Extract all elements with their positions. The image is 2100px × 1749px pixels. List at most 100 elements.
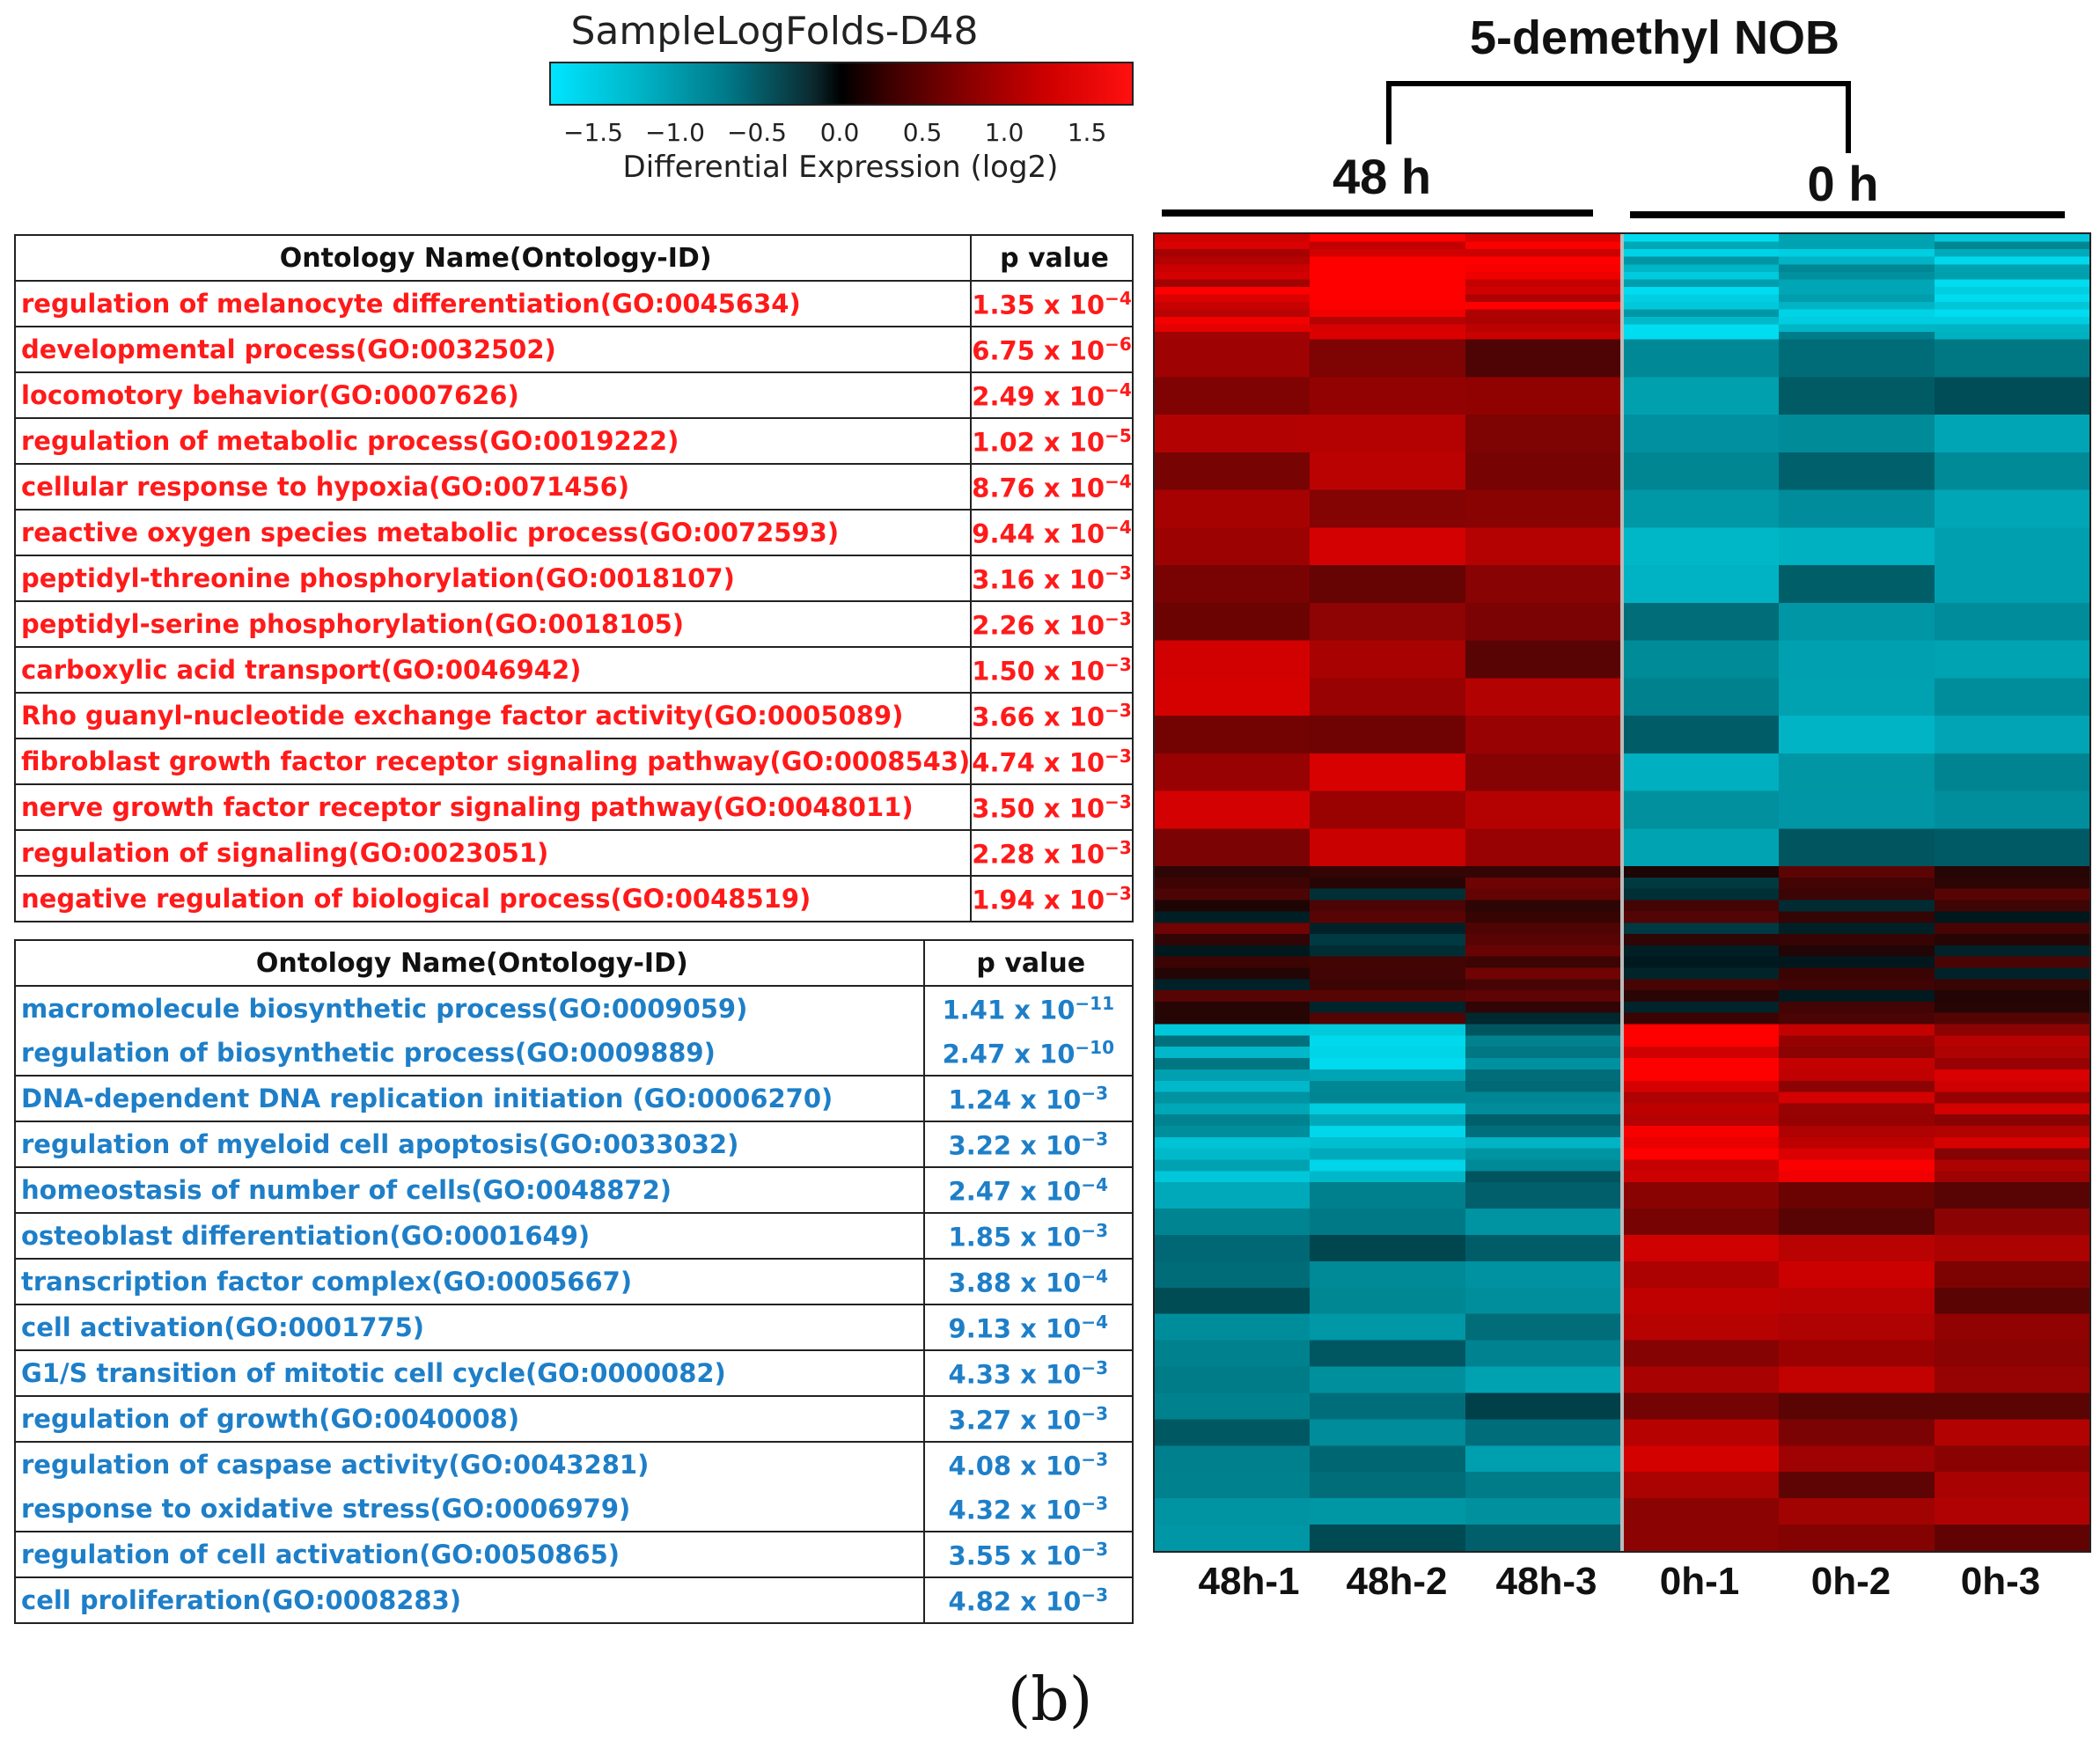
ontology-name: cell activation(GO:0001775) [14,1304,925,1351]
table-row: regulation of biosynthetic process(GO:00… [14,1031,1134,1077]
go-table-downregulated: Ontology Name(Ontology-ID) p value macro… [14,939,1134,1624]
ontology-name: regulation of metabolic process(GO:00192… [13,417,973,465]
heatmap [1153,232,2091,1553]
table-row: homeostasis of number of cells(GO:004887… [14,1166,1134,1214]
ontology-name: peptidyl-threonine phosphorylation(GO:00… [13,555,973,602]
colorbar-tick: 1.0 [984,118,1024,147]
table-row: response to oxidative stress(GO:0006979)… [14,1487,1134,1532]
sample-label: 48h-3 [1495,1560,1597,1603]
table-row: DNA-dependent DNA replication initiation… [14,1075,1134,1122]
p-value: 6.75 x 10−6 [970,326,1134,373]
ontology-name: regulation of biosynthetic process(GO:00… [14,1031,925,1077]
header-p-value: p value [922,939,1134,987]
colorbar-tick: −1.5 [563,118,623,147]
group-bar-48h [1162,209,1593,217]
p-value: 2.26 x 10−3 [970,600,1134,648]
ontology-name: Rho guanyl-nucleotide exchange factor ac… [13,692,973,739]
table-row: regulation of metabolic process(GO:00192… [13,417,1134,465]
p-value: 4.74 x 10−3 [970,738,1134,785]
table-row: regulation of melanocyte differentiation… [13,280,1134,327]
table-row: nerve growth factor receptor signaling p… [13,783,1134,831]
ontology-name: regulation of caspase activity(GO:004328… [14,1441,925,1487]
table-header: Ontology Name(Ontology-ID) p value [14,939,1134,987]
table-row: cellular response to hypoxia(GO:0071456)… [13,463,1134,511]
group-bar-0h [1630,211,2065,218]
heatmap-column [1779,234,1935,1551]
p-value: 3.22 x 10−3 [922,1121,1134,1168]
colorbar [549,62,1134,106]
header-ontology-name: Ontology Name(Ontology-ID) [13,234,973,282]
ontology-name: G1/S transition of mitotic cell cycle(GO… [14,1349,925,1397]
p-value: 4.33 x 10−3 [922,1349,1134,1397]
p-value: 1.02 x 10−5 [970,417,1134,465]
ontology-name: nerve growth factor receptor signaling p… [13,783,973,831]
group-label-48h: 48 h [1332,149,1432,204]
table-row: cell proliferation(GO:0008283) 4.82 x 10−… [14,1576,1134,1624]
table-row: G1/S transition of mitotic cell cycle(GO… [14,1349,1134,1397]
table-row: peptidyl-serine phosphorylation(GO:00181… [13,600,1134,648]
p-value: 4.08 x 10−3 [922,1441,1134,1487]
ontology-name: carboxylic acid transport(GO:0046942) [13,646,973,694]
sample-label: 0h-2 [1810,1560,1891,1603]
ontology-name: regulation of growth(GO:0040008) [14,1395,925,1443]
p-value: 8.76 x 10−4 [970,463,1134,511]
p-value: 3.55 x 10−3 [922,1531,1134,1578]
heatmap-column [1619,234,1780,1551]
ontology-name: DNA-dependent DNA replication initiation… [14,1075,925,1122]
ontology-name: homeostasis of number of cells(GO:004887… [14,1166,925,1214]
table-row: regulation of cell activation(GO:0050865… [14,1531,1134,1578]
table-row: macromolecule biosynthetic process(GO:00… [14,985,1134,1031]
p-value: 1.35 x 10−4 [970,280,1134,327]
go-table-upregulated: Ontology Name(Ontology-ID) p value regul… [13,234,1134,922]
p-value: 4.82 x 10−3 [922,1576,1134,1624]
chart-title: 5-demethyl NOB [1469,11,1840,64]
table-header: Ontology Name(Ontology-ID) p value [13,234,1134,282]
sample-label: 0h-3 [1960,1560,2041,1603]
table-row: Rho guanyl-nucleotide exchange factor ac… [13,692,1134,739]
colorbar-tick: 0.0 [819,118,860,147]
table-row: regulation of signaling(GO:0023051) 2.28 … [13,829,1134,877]
p-value: 3.27 x 10−3 [922,1395,1134,1443]
table-row: transcription factor complex(GO:0005667)… [14,1258,1134,1305]
ontology-name: transcription factor complex(GO:0005667) [14,1258,925,1305]
p-value: 3.16 x 10−3 [970,555,1134,602]
colorbar-tick: −0.5 [727,118,787,147]
p-value: 9.44 x 10−4 [970,509,1134,556]
colorbar-tick: 0.5 [902,118,943,147]
p-value: 1.85 x 10−3 [922,1212,1134,1260]
colorbar-tick: 1.5 [1067,118,1107,147]
sample-label: 0h-1 [1659,1560,1740,1603]
p-value: 3.66 x 10−3 [970,692,1134,739]
p-value: 3.88 x 10−4 [922,1258,1134,1305]
ontology-name: reactive oxygen species metabolic proces… [13,509,973,556]
p-value: 2.28 x 10−3 [970,829,1134,877]
bracket-left-leg [1386,81,1391,144]
ontology-name: negative regulation of biological proces… [13,875,973,922]
legend-title: SampleLogFolds-D48 [570,9,979,54]
p-value: 1.24 x 10−3 [922,1075,1134,1122]
table-row: peptidyl-threonine phosphorylation(GO:00… [13,555,1134,602]
group-label-0h: 0 h [1807,156,1879,211]
p-value: 2.47 x 10−10 [922,1031,1134,1077]
ontology-name: macromolecule biosynthetic process(GO:00… [14,985,925,1031]
p-value: 9.13 x 10−4 [922,1304,1134,1351]
p-value: 1.94 x 10−3 [970,875,1134,922]
table-row: carboxylic acid transport(GO:0046942) 1.5… [13,646,1134,694]
p-value: 4.32 x 10−3 [922,1487,1134,1532]
legend-axis-label: Differential Expression (log2) [622,150,1059,185]
ontology-name: developmental process(GO:0032502) [13,326,973,373]
ontology-name: response to oxidative stress(GO:0006979) [14,1487,925,1532]
heatmap-column [1310,234,1465,1551]
table-row: reactive oxygen species metabolic proces… [13,509,1134,556]
sample-label: 48h-1 [1198,1560,1300,1603]
ontology-name: regulation of signaling(GO:0023051) [13,829,973,877]
bracket-right-leg [1846,81,1851,153]
p-value: 2.47 x 10−4 [922,1166,1134,1214]
ontology-name: peptidyl-serine phosphorylation(GO:00181… [13,600,973,648]
p-value: 1.41 x 10−11 [922,985,1134,1031]
p-value: 3.50 x 10−3 [970,783,1134,831]
table-row: locomotory behavior(GO:0007626) 2.49 x 10… [13,371,1134,419]
table-row: fibroblast growth factor receptor signal… [13,738,1134,785]
header-p-value: p value [970,234,1134,282]
table-row: regulation of myeloid cell apoptosis(GO:… [14,1121,1134,1168]
